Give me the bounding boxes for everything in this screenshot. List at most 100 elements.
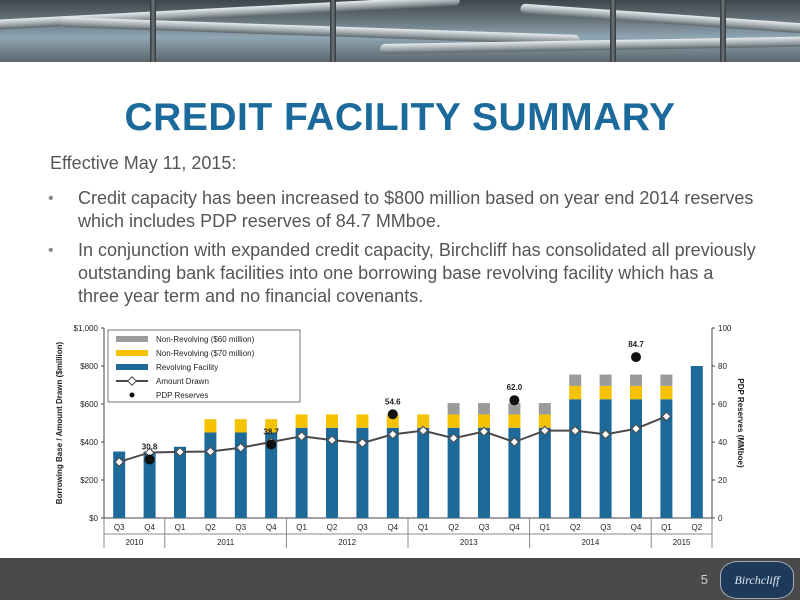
legend-bar-swatch xyxy=(116,350,148,356)
pdp-reserves-label: 30.8 xyxy=(142,442,158,451)
amount-drawn-marker xyxy=(600,429,611,440)
revolving-facility-bar xyxy=(690,366,703,518)
pdp-reserves-point xyxy=(509,395,520,406)
pdp-reserves-point xyxy=(144,454,155,465)
revolving-facility-bar xyxy=(356,427,369,518)
non-revolving-70-bar xyxy=(234,419,247,433)
x-tick-label: Q1 xyxy=(418,523,429,532)
non-revolving-70-bar xyxy=(295,414,308,428)
non-revolving-70-bar xyxy=(599,385,612,400)
amount-drawn-marker xyxy=(661,411,672,422)
y-right-axis-title: PDP Reserves (MMboe) xyxy=(736,378,745,468)
pdp-reserves-label: 62.0 xyxy=(507,383,523,392)
non-revolving-60-bar xyxy=(630,374,642,386)
y-left-tick-label: $1,000 xyxy=(74,324,99,333)
non-revolving-60-bar xyxy=(660,374,673,386)
non-revolving-70-bar xyxy=(569,385,582,400)
amount-drawn-marker xyxy=(114,457,125,467)
revolving-facility-bar xyxy=(660,399,673,518)
revolving-facility-bar xyxy=(599,399,612,518)
x-tick-label: Q4 xyxy=(387,523,398,532)
legend-pdp-swatch xyxy=(129,392,135,398)
header-banner-image xyxy=(0,0,800,62)
non-revolving-60-bar xyxy=(569,374,582,386)
year-label: 2011 xyxy=(217,538,235,547)
x-tick-label: Q3 xyxy=(600,523,611,532)
legend-amount-drawn-marker xyxy=(127,376,137,386)
non-revolving-70-bar xyxy=(478,414,490,428)
pdp-reserves-point xyxy=(631,352,641,363)
x-tick-label: Q4 xyxy=(266,523,277,532)
non-revolving-70-bar xyxy=(417,414,430,428)
x-tick-label: Q4 xyxy=(509,523,520,532)
revolving-facility-bar xyxy=(113,451,126,518)
non-revolving-60-bar xyxy=(599,374,612,386)
amount-drawn-marker xyxy=(357,438,368,448)
credit-facility-chart: $0 $200 $400 $600 $800 $1,000 0 20 40 60 80 100 Q3 Q4… xyxy=(55,324,745,548)
x-tick-label: Q1 xyxy=(539,523,550,532)
x-tick-label: Q4 xyxy=(631,523,642,532)
revolving-facility-bar xyxy=(538,427,551,518)
x-tick-label: Q3 xyxy=(357,523,368,532)
x-tick-label: Q2 xyxy=(327,523,338,532)
revolving-facility-bar xyxy=(326,427,338,518)
revolving-facility-bar xyxy=(234,432,247,518)
non-revolving-70-bar xyxy=(447,414,460,428)
non-revolving-70-bar xyxy=(326,414,338,428)
y-right-tick-label: 40 xyxy=(718,438,727,447)
bullet-item: • Credit capacity has been increased to … xyxy=(48,187,758,233)
year-label: 2015 xyxy=(673,538,691,547)
non-revolving-60-bar xyxy=(538,403,551,415)
x-tick-label: Q2 xyxy=(448,523,459,532)
non-revolving-60-bar xyxy=(478,403,490,415)
page-number: 5 xyxy=(700,572,708,587)
non-revolving-70-bar xyxy=(660,385,673,400)
bullet-text: In conjunction with expanded credit capa… xyxy=(78,240,756,306)
bullet-text: Credit capacity has been increased to $8… xyxy=(78,188,754,231)
pdp-reserves-label: 38.7 xyxy=(263,427,279,436)
y-left-tick-label: $600 xyxy=(80,400,98,409)
footer-bar: 5 Birchcliff xyxy=(0,558,800,600)
non-revolving-70-bar xyxy=(508,414,521,428)
amount-drawn-marker xyxy=(144,447,155,458)
non-revolving-70-bar xyxy=(538,414,551,428)
y-right-tick-label: 100 xyxy=(718,324,732,333)
y-right-tick-label: 0 xyxy=(718,514,723,523)
x-tick-label: Q1 xyxy=(296,523,307,532)
x-tick-label: Q3 xyxy=(235,523,246,532)
legend-entry-label: Revolving Facility xyxy=(156,363,218,372)
amount-drawn-marker xyxy=(570,425,581,436)
bullet-item: • In conjunction with expanded credit ca… xyxy=(48,239,758,309)
y-right-tick-label: 20 xyxy=(718,476,727,485)
x-tick-label: Q2 xyxy=(570,523,581,532)
bullet-dot-icon: • xyxy=(48,242,54,259)
amount-drawn-marker xyxy=(296,431,307,442)
revolving-facility-bar xyxy=(265,432,278,518)
pdp-reserves-label: 84.7 xyxy=(628,340,644,349)
revolving-facility-bar xyxy=(569,399,582,518)
x-tick-label: Q3 xyxy=(479,523,490,532)
revolving-facility-bar xyxy=(508,427,521,518)
revolving-facility-bar xyxy=(386,427,399,518)
non-revolving-70-bar xyxy=(265,419,278,433)
non-revolving-60-bar xyxy=(447,403,460,415)
y-left-tick-label: $800 xyxy=(80,362,98,371)
revolving-facility-bar xyxy=(174,446,186,518)
amount-drawn-marker xyxy=(479,426,489,437)
revolving-facility-bar xyxy=(478,427,490,518)
non-revolving-70-bar xyxy=(204,419,217,433)
bullet-dot-icon: • xyxy=(48,190,54,207)
pdp-reserves-points: 30.8 38.7 54.6 62.0 84.7 xyxy=(142,340,644,465)
non-revolving-60-bar xyxy=(508,403,521,415)
x-tick-label: Q2 xyxy=(691,523,702,532)
slide-title: CREDIT FACILITY SUMMARY xyxy=(124,96,676,139)
amount-drawn-marker xyxy=(387,429,398,440)
x-tick-label: Q2 xyxy=(205,523,216,532)
revolving-facility-bar xyxy=(143,451,156,518)
pdp-reserves-label: 54.6 xyxy=(385,397,401,406)
revolving-facility-bar xyxy=(630,399,642,518)
year-label: 2010 xyxy=(126,538,144,547)
birchcliff-logo: Birchcliff xyxy=(720,561,794,599)
amount-drawn-marker xyxy=(205,446,216,457)
amount-drawn-marker xyxy=(418,425,429,436)
